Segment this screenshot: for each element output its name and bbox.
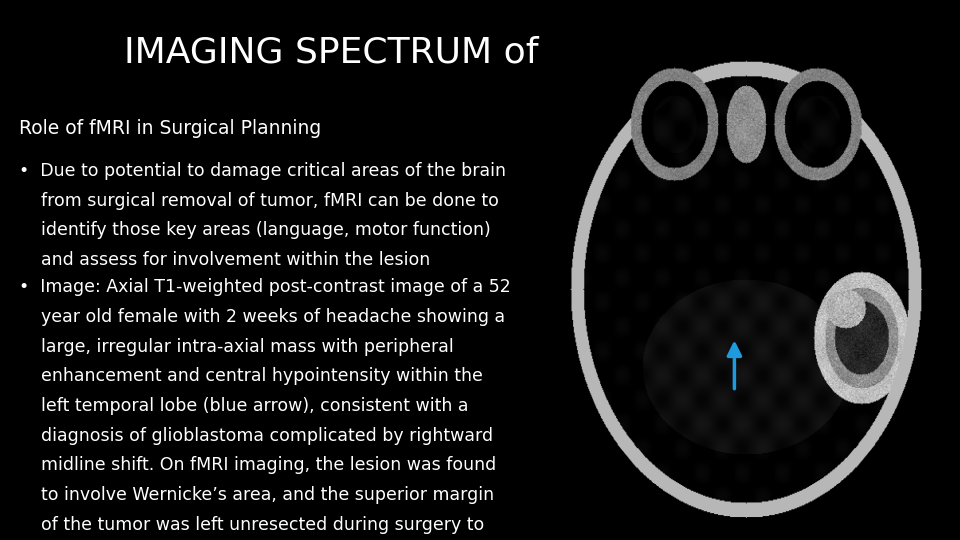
Text: identify those key areas (language, motor function): identify those key areas (language, moto… [19,221,491,239]
Text: from surgical removal of tumor, fMRI can be done to: from surgical removal of tumor, fMRI can… [19,192,499,210]
Text: year old female with 2 weeks of headache showing a: year old female with 2 weeks of headache… [19,308,505,326]
Text: Role of fMRI in Surgical Planning: Role of fMRI in Surgical Planning [19,119,322,138]
Text: •  Due to potential to damage critical areas of the brain: • Due to potential to damage critical ar… [19,162,506,180]
Text: of the tumor was left unresected during surgery to: of the tumor was left unresected during … [19,516,485,534]
Text: IMAGING SPECTRUM of GLIOBLASTOMA: IMAGING SPECTRUM of GLIOBLASTOMA [124,35,836,69]
Text: diagnosis of glioblastoma complicated by rightward: diagnosis of glioblastoma complicated by… [19,427,493,444]
Text: midline shift. On fMRI imaging, the lesion was found: midline shift. On fMRI imaging, the lesi… [19,456,496,474]
Text: and assess for involvement within the lesion: and assess for involvement within the le… [19,251,430,269]
Text: to involve Wernicke’s area, and the superior margin: to involve Wernicke’s area, and the supe… [19,486,494,504]
Text: left temporal lobe (blue arrow), consistent with a: left temporal lobe (blue arrow), consist… [19,397,468,415]
Text: enhancement and central hypointensity within the: enhancement and central hypointensity wi… [19,367,483,385]
Text: large, irregular intra-axial mass with peripheral: large, irregular intra-axial mass with p… [19,338,454,355]
Text: •  Image: Axial T1-weighted post-contrast image of a 52: • Image: Axial T1-weighted post-contrast… [19,278,511,296]
